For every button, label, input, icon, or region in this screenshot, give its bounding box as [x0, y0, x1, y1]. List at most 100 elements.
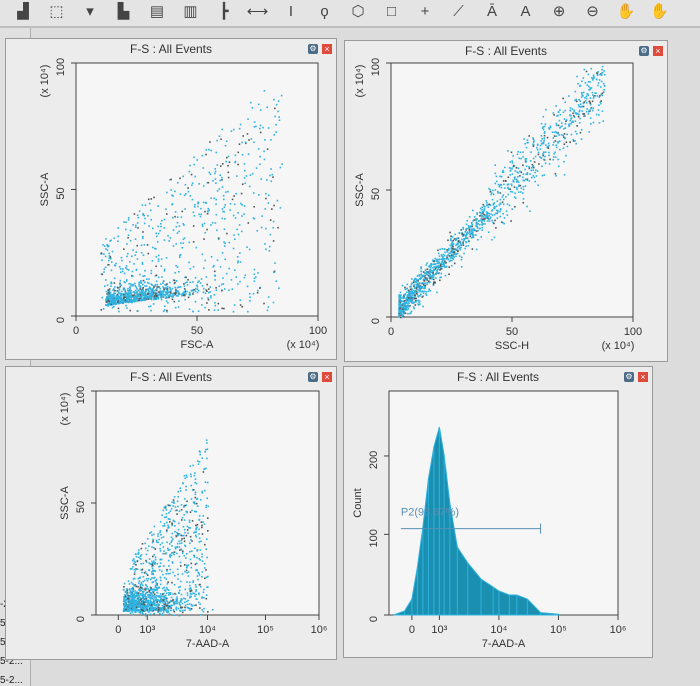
rectangle-gate-icon[interactable]: □ — [386, 3, 397, 20]
overlay-histogram-icon[interactable]: ▙ — [117, 3, 130, 20]
close-icon[interactable]: × — [322, 44, 332, 54]
scatter-point — [209, 173, 212, 175]
scatter-point — [420, 286, 422, 289]
scatter-point — [582, 77, 585, 79]
sidebar-item[interactable]: 5-2... — [0, 656, 23, 667]
scatter-point — [214, 279, 216, 281]
scatter-point — [155, 596, 157, 599]
scatter-point — [564, 137, 567, 139]
scatter-point — [559, 109, 561, 111]
scatter-point — [168, 565, 170, 567]
scatter-point — [197, 201, 200, 204]
scatter-point — [197, 578, 199, 581]
scatter-point — [449, 257, 452, 259]
scatter-point — [417, 278, 419, 281]
scatter-point — [182, 482, 184, 484]
scatter-point — [201, 297, 203, 300]
pan-hand-icon[interactable]: ✋ — [616, 3, 636, 20]
settings-gear-icon[interactable]: ⚙ — [308, 372, 318, 382]
y-axis-label: Count — [352, 488, 364, 517]
scatter-point — [195, 502, 198, 505]
pan-hand-bar-icon[interactable]: ✋ — [650, 3, 669, 20]
scatter-point — [136, 560, 139, 563]
scatter-point — [180, 509, 183, 511]
scatter-point — [479, 219, 481, 222]
close-icon[interactable]: × — [653, 46, 663, 56]
polygon-gate-icon[interactable]: ⬡ — [351, 3, 365, 20]
scatter-point — [540, 143, 543, 145]
scatter-point — [170, 290, 172, 292]
scatter-point — [127, 288, 129, 290]
scatter-point — [210, 149, 212, 152]
scatter-point — [183, 534, 185, 537]
scatter-point — [118, 310, 120, 313]
dot-plot-icon[interactable]: ⬚ — [49, 3, 64, 20]
scatter-point — [438, 255, 441, 257]
scatter-point — [134, 282, 136, 285]
scatter-point — [144, 593, 147, 596]
scatter-point — [472, 220, 474, 222]
scatter-point — [217, 309, 220, 311]
plot-window-fsc-ssc[interactable]: F-S : All Events ⚙ × 0 50 100 0 50 100 FSC-A SSC-A… — [5, 38, 337, 360]
scatter-point — [278, 116, 280, 118]
scatter-point — [422, 271, 425, 273]
plot-window-7aad-histogram[interactable]: F-S : All Events ⚙ × 0 10³ 10⁴ 10⁵ 10⁶ 0 100 200 7-… — [343, 366, 653, 658]
settings-gear-icon[interactable]: ⚙ — [639, 46, 649, 56]
settings-gear-icon[interactable]: ⚙ — [624, 372, 634, 382]
scatter-point — [195, 562, 198, 565]
scatter-point — [160, 558, 163, 561]
scatter-point — [161, 219, 163, 222]
scatter-point — [199, 549, 202, 551]
sidebar-item[interactable]: 5-2... — [0, 675, 23, 686]
plot-window-7aad-ssc[interactable]: F-S : All Events ⚙ × 0 10³ 10⁴ 10⁵ 10⁶ 0 50 100 7-A… — [5, 366, 337, 660]
scatter-point — [532, 137, 534, 139]
interval-gate-icon[interactable]: ⟷ — [246, 3, 269, 20]
scatter-point — [123, 281, 126, 283]
text-tool-icon[interactable]: A — [520, 3, 531, 20]
scatter-point — [173, 601, 175, 604]
scatter-point — [151, 605, 154, 608]
scatter-point — [106, 301, 108, 303]
scatter-point — [227, 190, 229, 193]
scatter-point — [149, 591, 152, 594]
zoom-out-icon[interactable]: ⊖ — [586, 3, 599, 20]
dropdown-arrow-icon[interactable]: ▾ — [86, 3, 94, 20]
scatter-point — [542, 153, 544, 155]
scatter-point — [266, 309, 269, 312]
snap-gate-icon[interactable]: ⟋ — [453, 3, 464, 20]
scatter-point — [155, 298, 158, 301]
close-icon[interactable]: × — [322, 372, 332, 382]
scatter-point — [158, 610, 161, 612]
scatter-point — [494, 182, 497, 185]
settings-gear-icon[interactable]: ⚙ — [308, 44, 318, 54]
scatter-point — [157, 541, 159, 544]
scatter-point — [186, 571, 188, 574]
scatter-point — [136, 298, 139, 301]
contour-plot-icon[interactable]: ▤ — [149, 3, 165, 20]
scatter-point — [451, 254, 453, 256]
scatter-point — [470, 236, 473, 239]
close-icon[interactable]: × — [638, 372, 648, 382]
scatter-point — [154, 604, 157, 607]
quadrant-gate-icon[interactable]: + — [420, 3, 430, 20]
scatter-point — [188, 241, 191, 244]
freehand-gate-icon[interactable]: ϙ — [320, 3, 329, 20]
scatter-point — [549, 125, 552, 128]
scatter-point — [147, 289, 149, 291]
text-cursor-icon[interactable]: I — [288, 3, 294, 20]
zoom-in-icon[interactable]: ⊕ — [552, 3, 566, 20]
plot-window-ssch-ssca[interactable]: F-S : All Events ⚙ × 0 50 100 0 50 100 SSC-H SSC-A… — [344, 40, 668, 362]
scatter-point — [422, 292, 425, 294]
annotation-icon[interactable]: Ā — [486, 3, 497, 20]
scatter-point — [186, 566, 188, 569]
scatter-point — [418, 274, 421, 276]
hierarchy-icon[interactable]: ┣ — [219, 3, 229, 20]
histogram-icon[interactable]: ▟ — [17, 3, 29, 20]
scatter-point — [151, 541, 154, 544]
scatter-point — [120, 284, 122, 287]
scatter-point — [517, 172, 520, 174]
scatter-point — [145, 592, 147, 595]
scatter-point — [494, 219, 496, 222]
statistics-icon[interactable]: ▥ — [183, 3, 198, 20]
scatter-point — [545, 108, 547, 111]
